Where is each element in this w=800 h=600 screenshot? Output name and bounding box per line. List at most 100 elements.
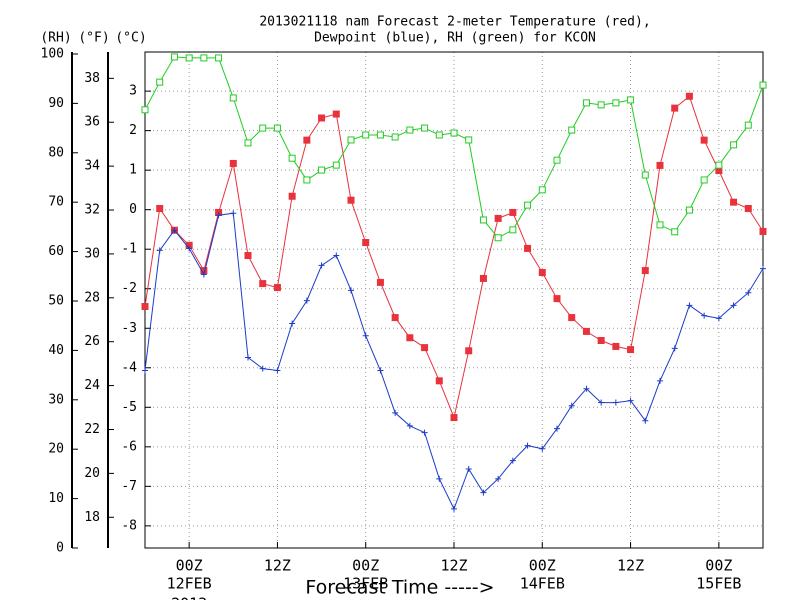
data-point [700, 136, 708, 144]
data-point [760, 265, 766, 272]
data-point [465, 347, 473, 355]
data-point [612, 399, 619, 406]
data-point [406, 126, 414, 134]
data-point [303, 297, 310, 304]
rh-tick-label: 30 [48, 392, 64, 407]
data-point [450, 414, 458, 422]
data-point [451, 505, 457, 512]
rh-tick-label: 20 [48, 442, 64, 457]
x-tick-label: 12Z [440, 557, 467, 575]
data-point [303, 176, 311, 184]
data-point [715, 167, 723, 175]
data-point [685, 92, 693, 100]
data-point [495, 475, 502, 482]
rh-tick-label: 60 [48, 244, 64, 259]
data-point [141, 303, 149, 311]
data-point [524, 201, 532, 209]
data-point [303, 136, 311, 144]
f-tick-label: 24 [84, 378, 100, 393]
data-point [479, 216, 487, 224]
data-point [715, 161, 723, 169]
x-tick-label: 00Z [705, 557, 732, 575]
data-point [362, 131, 370, 139]
c-tick-label: 1 [129, 163, 137, 178]
rh-tick-label: 50 [48, 293, 64, 308]
data-point [376, 131, 384, 139]
data-point [612, 99, 620, 107]
data-point [376, 278, 384, 286]
c-tick-label: -1 [121, 242, 137, 257]
data-point [671, 104, 679, 112]
data-point [597, 101, 605, 109]
c-tick-label: -7 [121, 479, 137, 494]
data-point [568, 402, 575, 409]
date-label: 15FEB [696, 575, 741, 593]
rh-tick-label: 40 [48, 343, 64, 358]
data-point [259, 365, 266, 372]
data-point [465, 136, 473, 144]
data-point [421, 344, 429, 352]
data-point [641, 171, 649, 179]
data-point [200, 54, 208, 62]
data-point [554, 425, 560, 432]
c-tick-label: -5 [121, 400, 137, 415]
c-tick-label: 2 [129, 123, 137, 138]
data-point [685, 206, 693, 214]
data-point [289, 320, 296, 327]
data-point [480, 489, 487, 496]
date-label: 14FEB [520, 575, 565, 593]
data-point [656, 221, 664, 229]
series-dewpoint [142, 210, 766, 512]
data-point [450, 129, 458, 137]
f-tick-label: 34 [84, 159, 100, 174]
data-point [288, 192, 296, 200]
data-point [553, 156, 561, 164]
data-point [671, 345, 678, 352]
data-point [509, 208, 517, 216]
data-point [245, 354, 251, 361]
rh-tick-label: 70 [48, 195, 64, 210]
data-point [156, 205, 164, 213]
data-point [435, 131, 443, 139]
x-tick-label: 12Z [264, 557, 291, 575]
f-tick-label: 36 [84, 115, 100, 130]
chart-title: 2013021118 nam Forecast 2-meter Temperat… [259, 15, 650, 30]
c-tick-label: 3 [129, 84, 137, 99]
f-tick-label: 32 [84, 203, 100, 218]
data-point [627, 397, 634, 404]
data-point [332, 110, 340, 118]
c-tick-label: -4 [121, 360, 137, 375]
data-point [465, 465, 472, 472]
data-point [362, 238, 370, 246]
data-point [200, 271, 207, 278]
data-point [186, 245, 193, 252]
data-point [582, 327, 590, 335]
data-point [539, 445, 546, 452]
data-point [744, 205, 752, 213]
data-point [641, 267, 649, 275]
data-point [229, 94, 237, 102]
data-point [598, 399, 605, 406]
data-point [657, 377, 663, 384]
rh-tick-label: 90 [48, 96, 64, 111]
data-point [230, 210, 237, 217]
chart-subtitle: Dewpoint (blue), RH (green) for KCON [314, 31, 596, 46]
data-point [347, 136, 355, 144]
data-point [406, 334, 414, 342]
date-label: 13FEB [343, 575, 388, 593]
c-tick-label: 0 [129, 202, 137, 217]
data-point [259, 124, 267, 132]
data-point [392, 409, 399, 416]
data-point [170, 53, 178, 61]
data-point [656, 161, 664, 169]
data-point [715, 315, 722, 322]
data-point [259, 280, 267, 288]
data-point [642, 417, 649, 424]
data-point [701, 312, 708, 319]
rh-tick-label: 100 [41, 46, 64, 61]
data-point [627, 346, 635, 354]
data-point [730, 141, 738, 149]
data-point [730, 198, 738, 206]
